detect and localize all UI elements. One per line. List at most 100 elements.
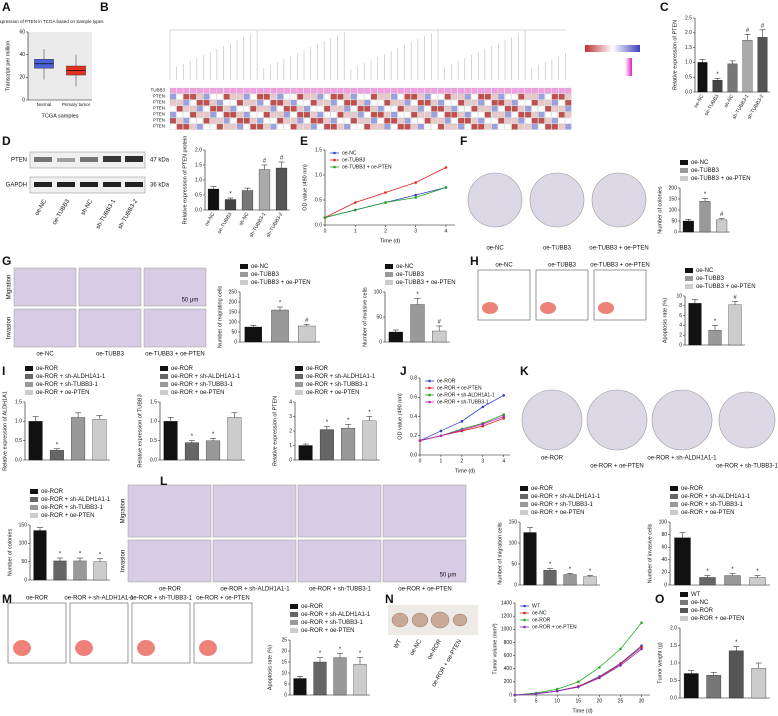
y-tick-label: 0.5	[15, 438, 22, 444]
heatmap-cell	[303, 105, 311, 112]
heatmap-cell	[223, 93, 230, 100]
heatmap-cell	[216, 93, 223, 100]
heatmap-cell	[417, 105, 424, 112]
data-point	[619, 664, 622, 667]
heatmap-cell	[169, 111, 177, 118]
heatmap-cell	[277, 123, 284, 130]
heatmap-cell	[290, 123, 297, 130]
heatmap-cell	[524, 123, 532, 130]
heatmap-cell	[518, 99, 525, 106]
heatmap-cell	[183, 87, 190, 94]
significance-mark: *	[359, 651, 362, 657]
heatmap-cell	[344, 111, 351, 118]
heatmap-cell	[451, 123, 458, 130]
legend-marker	[333, 151, 336, 155]
heatmap-cell	[257, 99, 264, 106]
heatmap-cell	[317, 99, 324, 106]
heatmap-cell	[283, 117, 290, 124]
error-bar	[75, 412, 82, 418]
legend-swatch	[160, 382, 168, 387]
heatmap-row-label: PTEN	[153, 124, 165, 129]
heatmap-cell	[451, 99, 458, 106]
legend-label: oe-NC	[396, 264, 414, 270]
significance-mark: *	[59, 552, 62, 558]
heatmap-cell	[196, 111, 203, 118]
panel-letter: F	[460, 134, 467, 148]
heatmap-cell	[377, 99, 384, 106]
x-tick-label: 1	[354, 228, 357, 234]
image-label: 47 kDa	[150, 158, 170, 164]
heatmap-cell	[196, 93, 203, 100]
heatmap-cell	[290, 105, 297, 112]
bar	[163, 421, 178, 461]
legend-swatch	[680, 168, 688, 173]
heatmap-cell	[203, 123, 210, 130]
heatmap-cell	[357, 117, 364, 124]
heatmap-cell	[169, 99, 177, 106]
y-tick-label: 2.0	[685, 30, 692, 36]
legend-swatch	[25, 382, 33, 387]
y-tick-label: 2.0	[195, 147, 202, 153]
heatmap-cell	[518, 93, 525, 100]
significance-mark: *	[347, 418, 350, 424]
heatmap-cell	[538, 99, 545, 106]
legend-label: oe-ROR	[306, 366, 329, 372]
heatmap-cell	[451, 117, 458, 124]
y-tick-label: 0	[679, 342, 682, 348]
bar	[708, 330, 722, 346]
x-tick-label: 0	[419, 458, 422, 464]
heatmap-cell	[243, 111, 250, 118]
y-tick-label: 3	[289, 414, 292, 420]
heatmap-cell	[538, 93, 545, 100]
legend-swatch	[680, 616, 688, 621]
y-tick-label: 1.5	[15, 399, 22, 405]
heatmap-cell	[498, 123, 505, 130]
bar	[241, 190, 254, 211]
heatmap-cell	[176, 105, 183, 112]
x-tick-label: 0	[514, 698, 517, 704]
y-tick-label: 150	[669, 196, 678, 202]
heatmap-cell	[250, 87, 257, 94]
significance-mark: *	[756, 569, 759, 575]
heatmap-cell	[337, 93, 344, 100]
heatmap-cell	[230, 123, 237, 130]
heatmap-cell	[223, 99, 230, 106]
error-bar	[699, 59, 706, 63]
heatmap-cell	[504, 117, 512, 124]
error-bar	[685, 218, 692, 221]
heatmap-cell	[250, 93, 257, 100]
error-bar	[729, 60, 736, 64]
bar	[341, 427, 356, 461]
heatmap-cell	[551, 111, 559, 118]
legend-marker	[428, 393, 431, 397]
heatmap-cell	[411, 93, 418, 100]
bar	[757, 37, 768, 93]
legend-swatch	[680, 160, 688, 165]
y-tick-label: 200	[669, 185, 678, 191]
heatmap-cell	[545, 105, 552, 112]
data-point	[460, 428, 464, 432]
heatmap-cell	[484, 87, 491, 94]
heatmap-cell	[545, 111, 552, 118]
heatmap-cell	[216, 99, 223, 106]
bar	[543, 570, 557, 586]
colorbar	[625, 58, 632, 76]
y-tick-label: 0.5	[670, 678, 677, 684]
y-tick-label: 150	[509, 519, 518, 525]
legend-label: oe-TUBB3	[251, 272, 280, 278]
heatmap-cell	[317, 105, 324, 112]
y-tick-label: 1.5	[195, 162, 202, 168]
y-tick-label: 0	[234, 339, 237, 345]
y-tick-label: 400	[504, 666, 513, 672]
y-tick-label: 0	[22, 97, 25, 103]
legend-label: oe-TUBB3	[696, 276, 725, 282]
heatmap-cell	[183, 111, 190, 118]
heatmap-cell	[397, 99, 404, 106]
image-label: Migration	[121, 499, 127, 524]
heatmap-cell	[417, 87, 424, 94]
heatmap-cell	[437, 123, 445, 130]
heatmap-cell	[283, 111, 290, 118]
legend-swatch	[670, 510, 678, 515]
heatmap-cell	[424, 87, 431, 94]
heatmap-cell	[216, 87, 223, 94]
